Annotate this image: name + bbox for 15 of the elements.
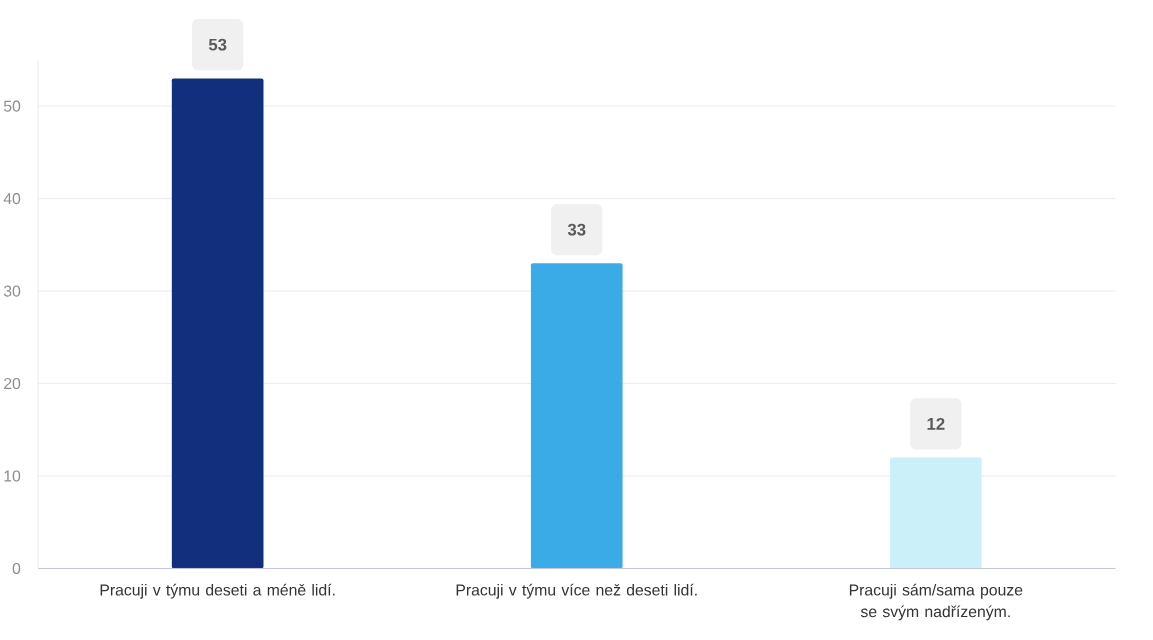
y-tick-label: 10 [4, 470, 21, 482]
bar [890, 457, 982, 569]
data-label: 33 [567, 223, 586, 236]
y-tick-label: 50 [3, 100, 21, 112]
x-tick-label: Pracuji v týmu deseti a méně lidí. [100, 583, 335, 599]
bar [530, 263, 623, 569]
x-tick-label: Pracuji v týmu více než deseti lidí. [456, 583, 697, 599]
y-tick-label: 0 [12, 563, 21, 575]
y-tick-label: 40 [3, 193, 21, 205]
y-tick-label: 30 [3, 285, 21, 297]
y-tick-label: 20 [4, 378, 21, 390]
x-tick-label: Pracuji sám/sama pouze se svým nadřízeným. [849, 583, 1023, 621]
data-label: 53 [208, 38, 227, 51]
data-label: 12 [927, 418, 945, 430]
bar [171, 78, 264, 569]
